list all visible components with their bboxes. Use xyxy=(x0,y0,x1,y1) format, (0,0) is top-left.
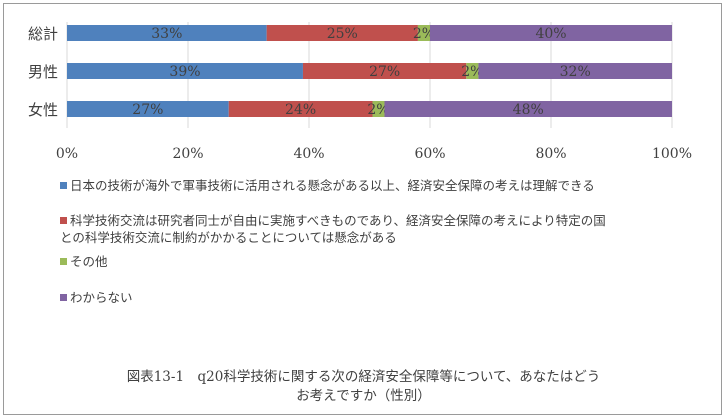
bar-segment xyxy=(67,101,229,117)
data-label: 27% xyxy=(132,102,163,118)
legend-label: その他 xyxy=(70,254,108,269)
data-label: 2% xyxy=(413,26,435,42)
bar-segment xyxy=(430,25,672,41)
y-category-label: 男性 xyxy=(28,63,58,81)
x-tick-label: 100% xyxy=(652,146,692,162)
data-label: 27% xyxy=(369,64,400,80)
legend-swatch xyxy=(60,217,67,224)
bar-segment xyxy=(384,101,672,117)
data-label: 32% xyxy=(560,64,591,80)
data-label: 24% xyxy=(285,102,316,118)
legend-label: わからない xyxy=(70,290,133,305)
data-label: 2% xyxy=(367,102,389,118)
bar-segment xyxy=(372,101,385,117)
y-category-label: 総計 xyxy=(28,25,58,43)
data-label: 33% xyxy=(151,26,182,42)
x-tick-label: 60% xyxy=(414,146,445,162)
x-tick-label: 80% xyxy=(535,146,566,162)
bar-segment xyxy=(228,101,373,117)
data-label: 2% xyxy=(461,64,483,80)
caption-line: お考えですか（性別） xyxy=(296,388,431,404)
data-label: 39% xyxy=(169,64,200,80)
data-label: 48% xyxy=(513,102,544,118)
bar-segment xyxy=(67,63,303,79)
figure-caption: 図表13-1 q20科学技術に関する次の経済安全保障等について、あなたはどう お… xyxy=(0,368,727,406)
legend-label: 日本の技術が海外で軍事技術に活用される懸念がある以上、経済安全保障の考えは理解で… xyxy=(70,178,595,193)
legend-item: その他 xyxy=(60,253,108,270)
legend-swatch xyxy=(60,258,67,265)
data-label: 40% xyxy=(535,26,566,42)
bar-segment xyxy=(417,25,430,41)
legend-swatch xyxy=(60,294,67,301)
bar-segment xyxy=(266,25,418,41)
y-category-label: 女性 xyxy=(28,101,58,119)
legend-item: 日本の技術が海外で軍事技術に活用される懸念がある以上、経済安全保障の考えは理解で… xyxy=(60,177,595,194)
legend-item: 科学技術交流は研究者同士が自由に実施すべきものであり、経済安全保障の考えにより特… xyxy=(60,212,606,246)
bar-segment xyxy=(466,63,479,79)
legend-label: 科学技術交流は研究者同士が自由に実施すべきものであり、経済安全保障の考えにより特… xyxy=(70,213,606,228)
legend-item: わからない xyxy=(60,289,133,306)
data-label: 25% xyxy=(327,26,358,42)
bar-segment xyxy=(67,25,267,41)
x-tick-label: 0% xyxy=(56,146,78,162)
bar-segment xyxy=(302,63,467,79)
bar-segment xyxy=(478,63,672,79)
x-tick-label: 20% xyxy=(172,146,203,162)
legend-swatch xyxy=(60,182,67,189)
caption-line: 図表13-1 q20科学技術に関する次の経済安全保障等について、あなたはどう xyxy=(126,369,601,385)
legend-label-continued: との科学技術交流に制約がかかることについては懸念がある xyxy=(60,230,397,245)
x-tick-label: 40% xyxy=(293,146,324,162)
